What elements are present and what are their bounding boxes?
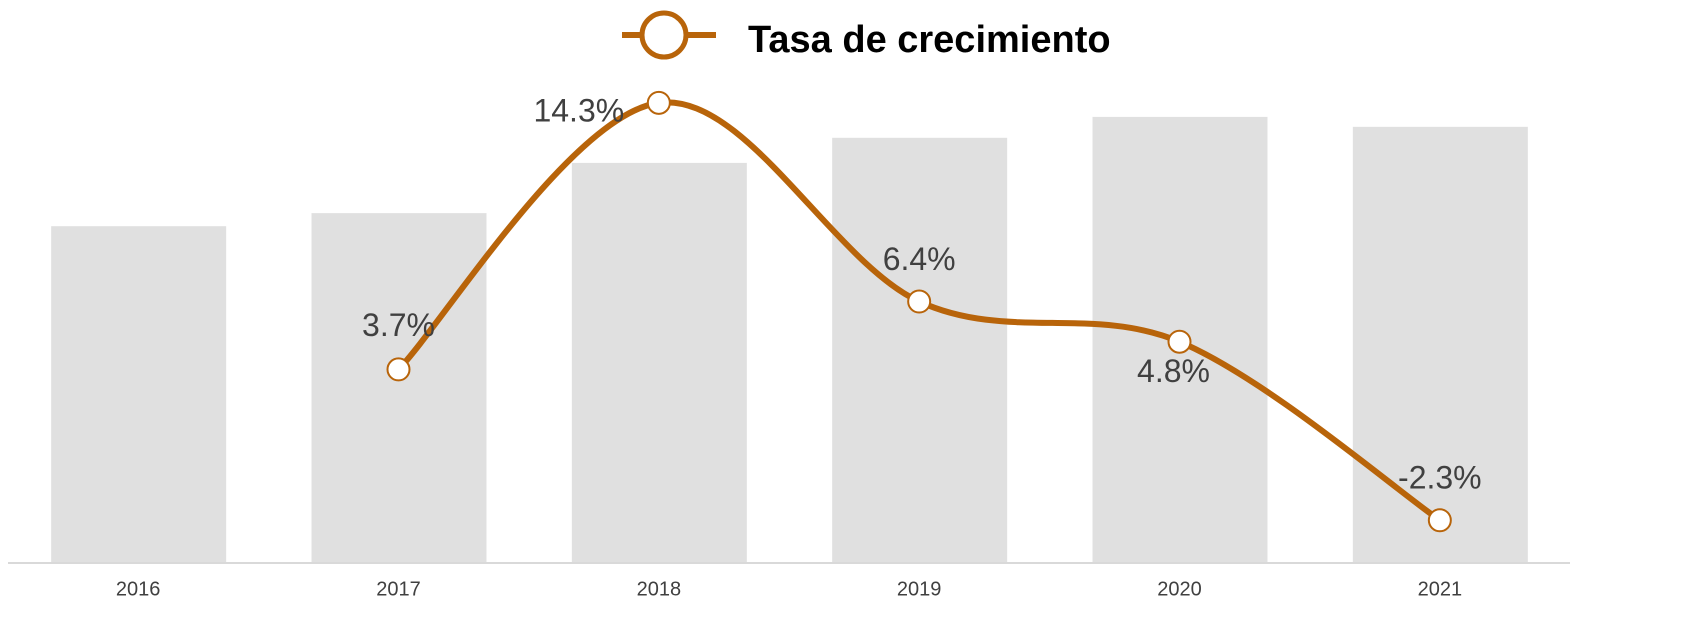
x-tick-label: 2020: [1157, 578, 1202, 600]
x-tick-label: 2017: [376, 578, 421, 600]
data-label: 3.7%: [362, 307, 435, 343]
legend-label: Tasa de crecimiento: [748, 19, 1111, 61]
x-tick-label: 2019: [897, 578, 942, 600]
line-marker: [1427, 508, 1452, 533]
bar: [311, 213, 487, 563]
line: [395, 99, 1443, 524]
x-tick-label: 2016: [116, 578, 161, 600]
line-marker: [646, 90, 671, 115]
x-tick-label: 2018: [637, 578, 682, 600]
legend-marker: [639, 10, 689, 60]
data-label: -2.3%: [1398, 460, 1482, 496]
bar: [51, 226, 227, 564]
data-label: 4.8%: [1137, 353, 1210, 389]
bar: [571, 162, 747, 563]
x-tick-label: 2021: [1418, 578, 1463, 600]
data-label: 14.3%: [533, 92, 624, 128]
line-marker: [386, 357, 411, 382]
line-marker: [1167, 329, 1192, 354]
bar: [1352, 126, 1528, 564]
bar: [832, 137, 1008, 563]
data-label: 6.4%: [883, 241, 956, 277]
line-marker: [907, 289, 932, 314]
